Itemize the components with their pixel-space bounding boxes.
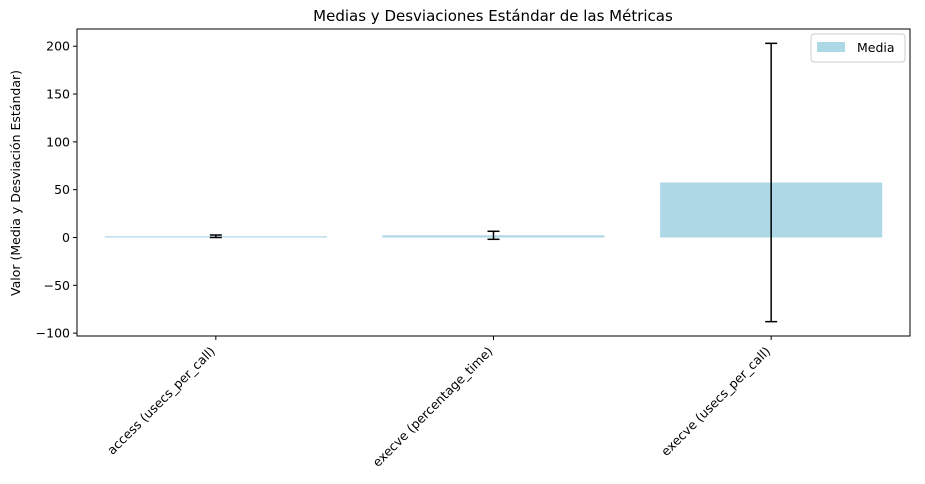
legend: Media (810, 33, 906, 63)
y-tick-label: 150 (46, 87, 70, 102)
y-axis-label: Valor (Media y Desviación Estándar) (8, 70, 23, 296)
y-tick-label: 100 (46, 134, 70, 149)
y-tick-label: 50 (54, 182, 70, 197)
x-tick-label: execve (usecs_per_call) (658, 344, 773, 459)
y-tick-label: 200 (46, 39, 70, 54)
x-tick-label: execve (percentage_time) (369, 344, 495, 470)
legend-label: Media (857, 40, 895, 55)
x-tick-label: access (usecs_per_call) (104, 344, 218, 458)
legend-frame (810, 33, 906, 63)
y-tick-label: 0 (62, 230, 70, 245)
plot-area: −100 −50 0 50 100 150 200 access (usecs_per_cal… (36, 28, 911, 470)
chart-title: Medias y Desviaciones Estándar de las Mé… (313, 7, 673, 25)
legend-swatch (817, 42, 845, 52)
y-tick-label: −50 (44, 278, 70, 293)
y-tick-label: −100 (36, 326, 70, 341)
